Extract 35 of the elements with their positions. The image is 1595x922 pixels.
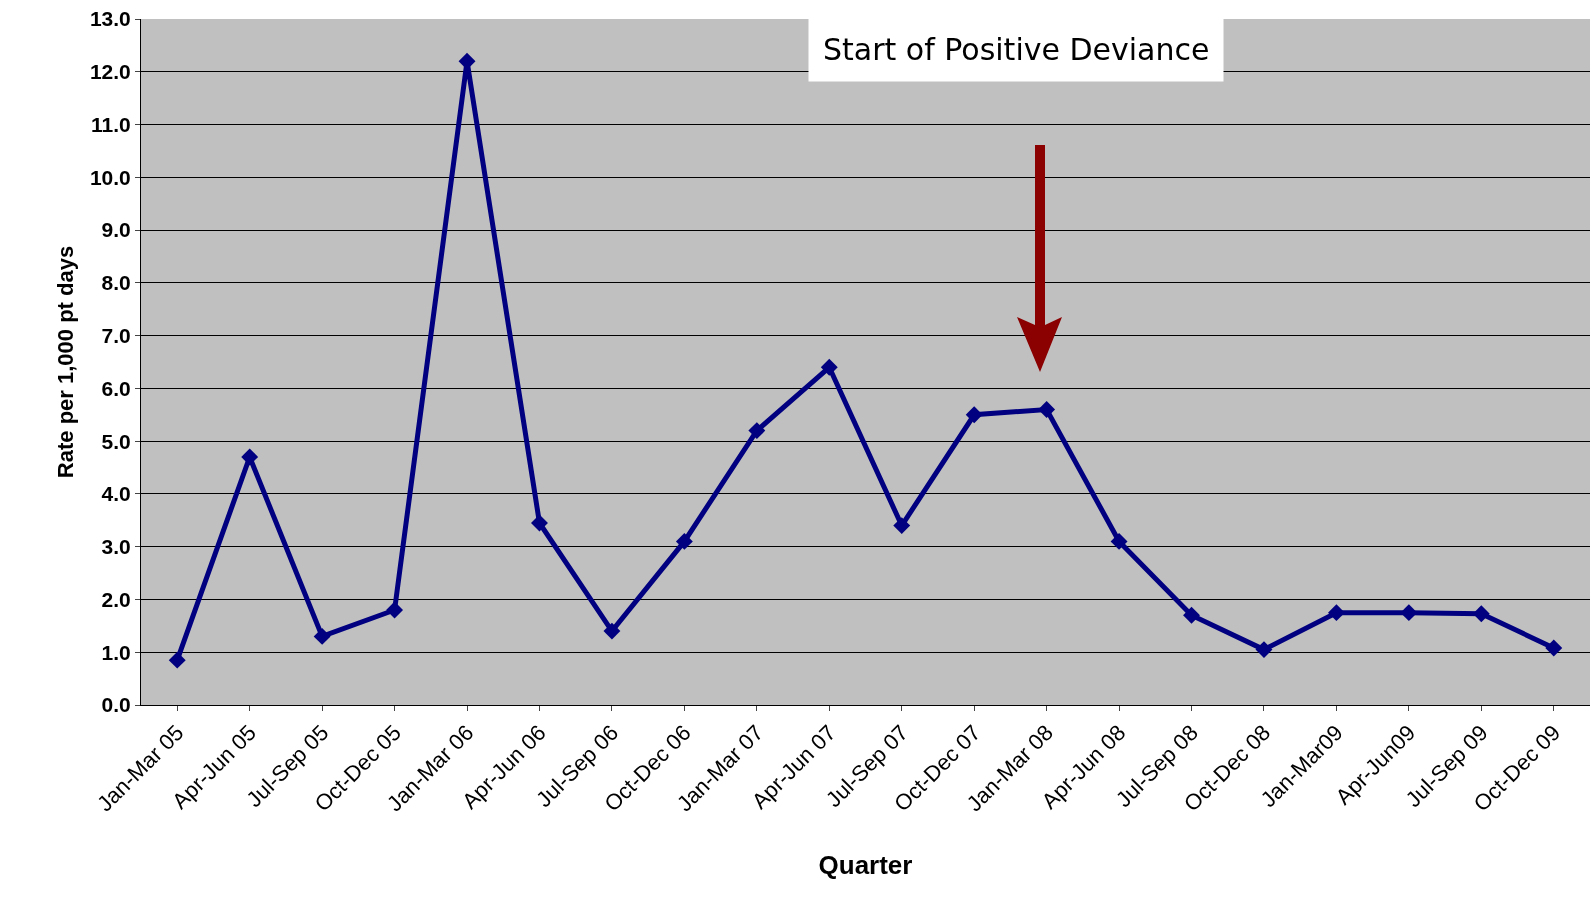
y-tick-label: 3.0: [101, 535, 131, 559]
y-tick-label: 9.0: [101, 218, 131, 242]
y-tick-label: 1.0: [101, 640, 131, 664]
point: [1545, 639, 1563, 657]
y-tick-label: 0.0: [101, 693, 131, 717]
y-axis-title: Rate per 1,000 pt days: [52, 245, 78, 479]
point: [1327, 604, 1345, 622]
point: [748, 422, 766, 440]
y-tick-label: 11.0: [91, 112, 131, 136]
point: [675, 532, 693, 550]
point: [241, 448, 259, 466]
point: [603, 622, 621, 640]
point: [531, 514, 548, 532]
point: [386, 601, 404, 619]
point: [1183, 606, 1200, 624]
point: [820, 358, 838, 376]
point: [1400, 604, 1418, 622]
y-tick-label: 12.0: [89, 60, 131, 84]
y-tick-label: 8.0: [101, 271, 131, 295]
point: [313, 627, 331, 645]
y-tick-label: 5.0: [101, 429, 131, 453]
point: [1110, 532, 1128, 550]
y-tick-label: 6.0: [101, 376, 131, 400]
y-tick-label: 4.0: [101, 482, 131, 506]
y-tick-label: 13.0: [89, 7, 131, 31]
x-axis-title: Quarter: [818, 850, 913, 881]
point: [168, 651, 186, 669]
annotation: Start of Positive Deviance: [823, 32, 1210, 67]
point: [893, 517, 911, 535]
y-tick-label: 2.0: [101, 587, 131, 611]
point: [965, 406, 983, 424]
point: [1038, 401, 1056, 418]
y-tick-label: 10.0: [89, 165, 131, 189]
y-tick-label: 7.0: [101, 323, 131, 347]
point: [1255, 641, 1273, 659]
